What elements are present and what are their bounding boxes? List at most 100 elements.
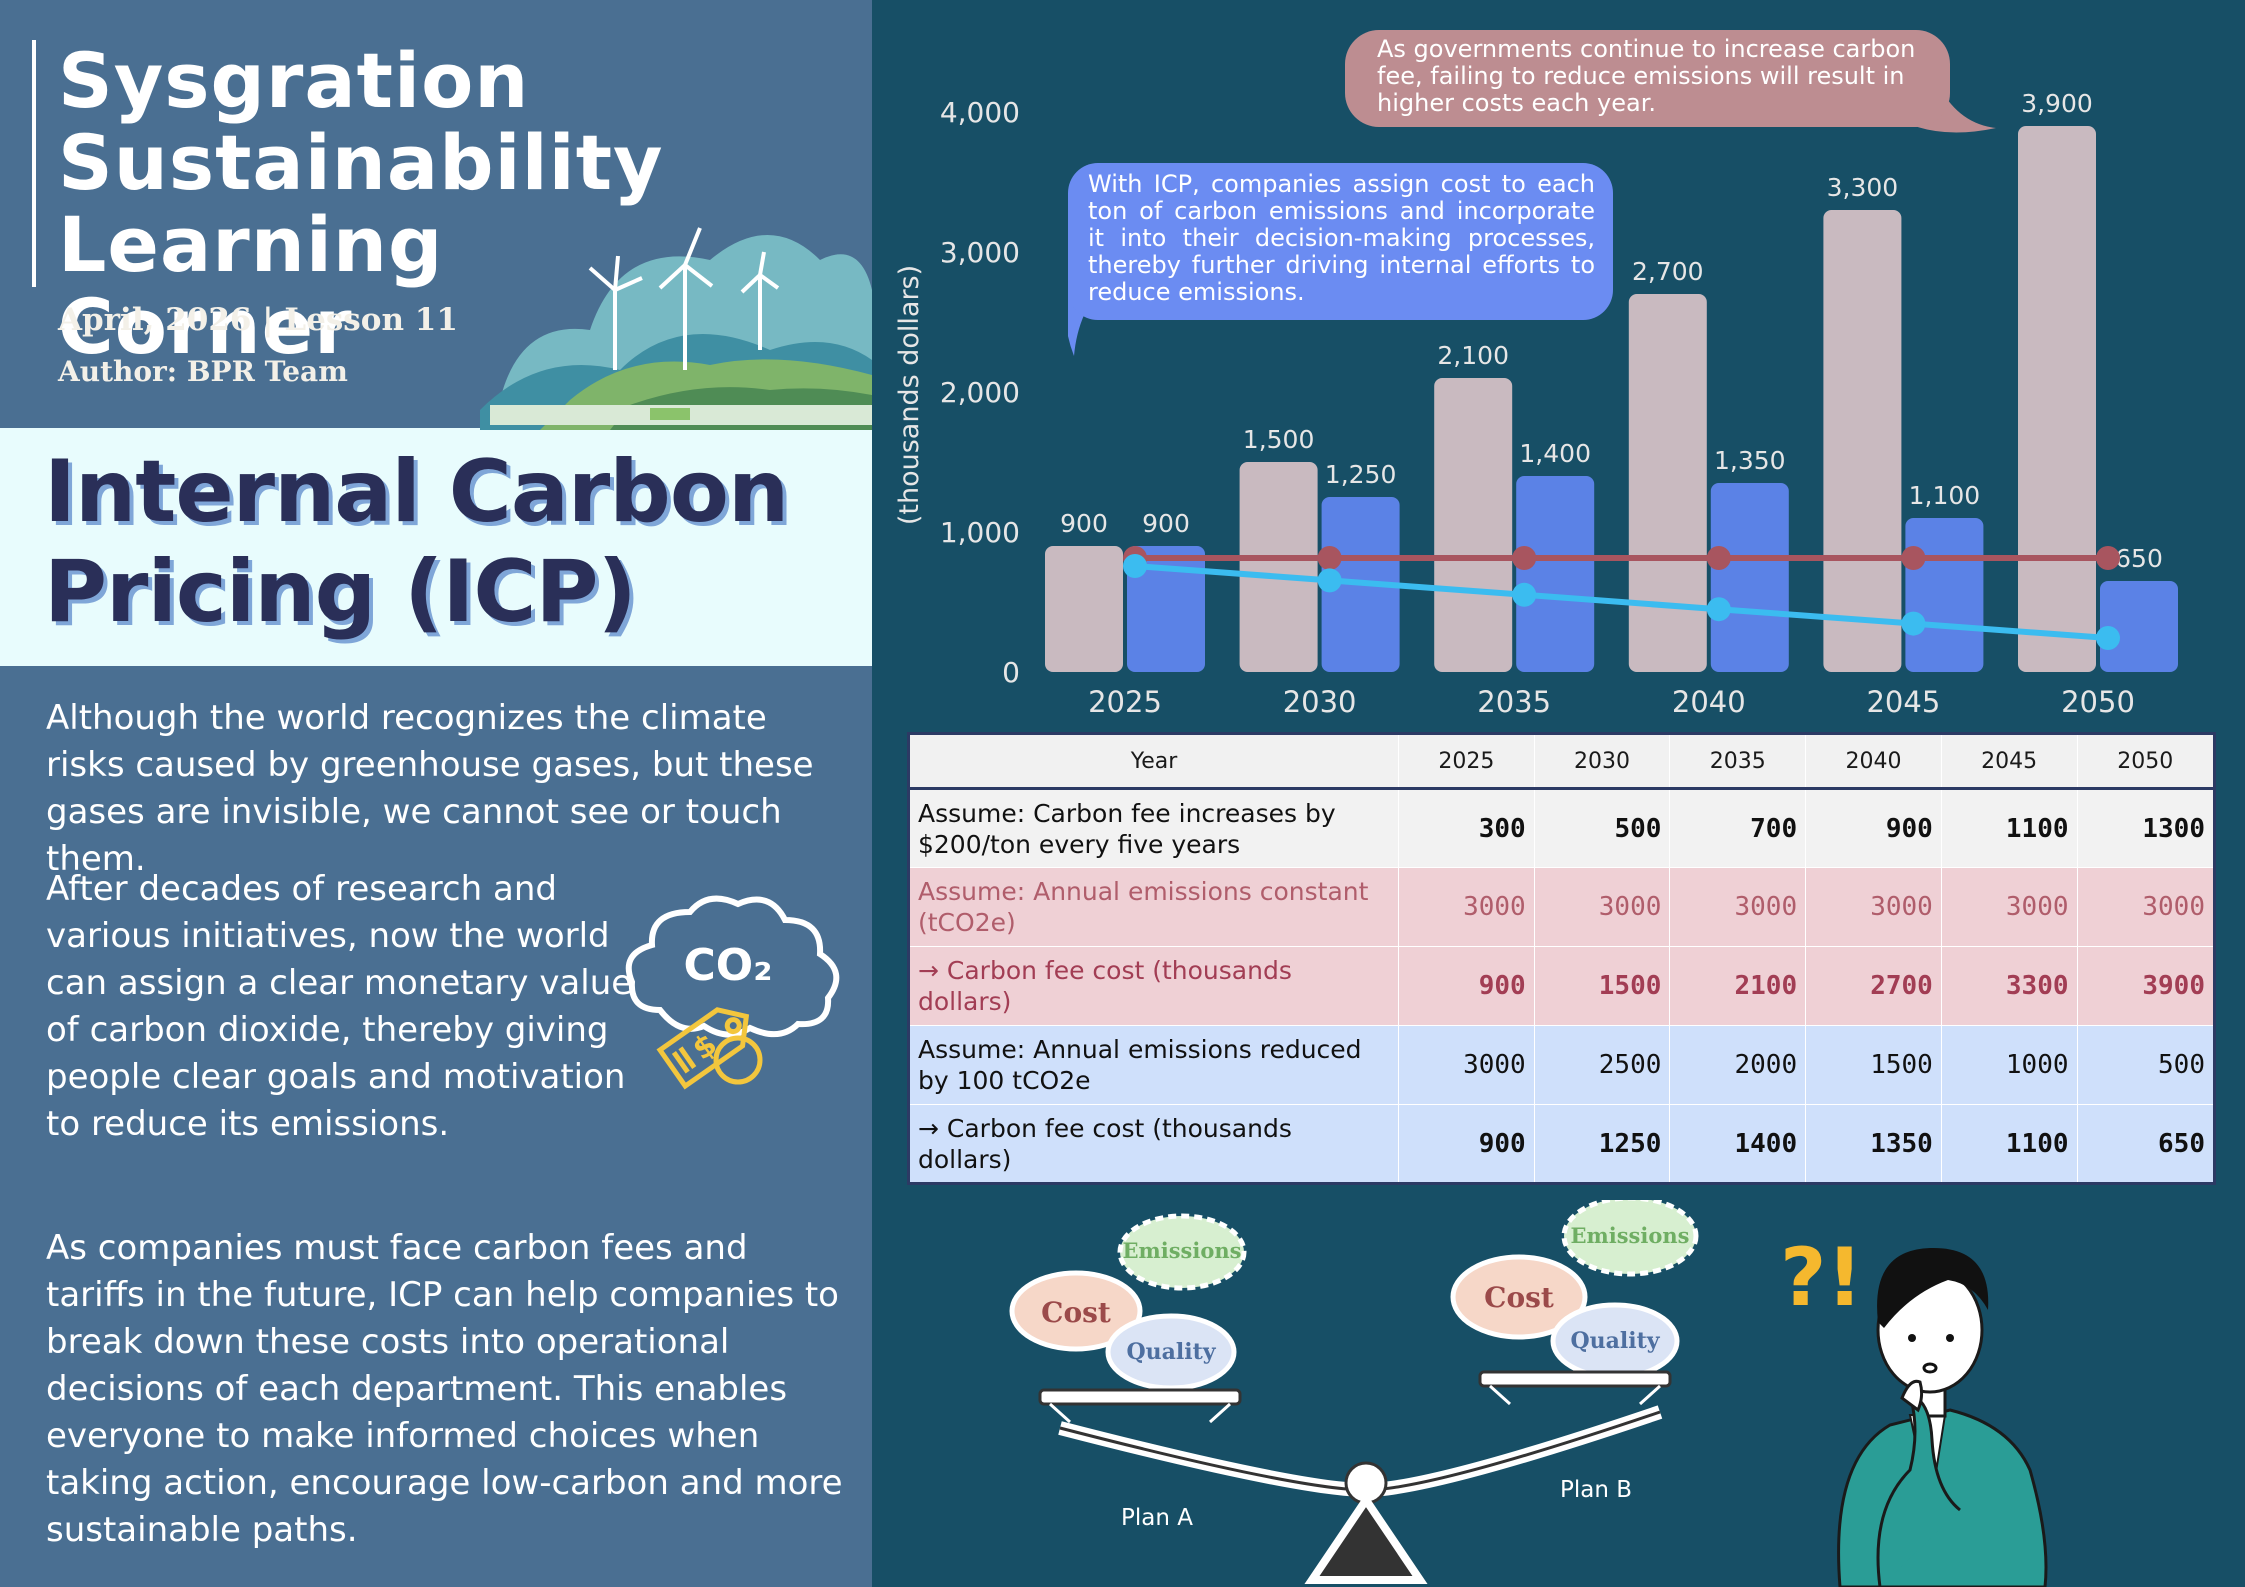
table-cell: 3900 bbox=[2076, 946, 2216, 1026]
table-cell: 2100 bbox=[1669, 946, 1807, 1026]
series-title: Sysgration Sustainability Learning Corne… bbox=[58, 36, 664, 371]
table-cell: 2500 bbox=[1533, 1025, 1671, 1105]
table-cell: 3000 bbox=[1940, 867, 2078, 947]
table-row: Assume: Annual emissions reduced by 100 … bbox=[908, 1025, 2216, 1105]
bar-reduced bbox=[1516, 476, 1595, 672]
line-point bbox=[1706, 546, 1731, 570]
table-header-row: Year 2025 2030 2035 2040 2045 2050 bbox=[908, 733, 2216, 790]
line-point bbox=[1901, 611, 1926, 636]
companies-paragraph: As companies must face carbon fees and t… bbox=[46, 1228, 843, 1550]
table-header-cell: 2050 bbox=[2076, 733, 2216, 790]
y-tick-label: 0 bbox=[1002, 656, 1020, 689]
table-row: Assume: Carbon fee increases by $200/ton… bbox=[908, 788, 2216, 868]
headline-band: Internal Carbon Pricing (ICP) bbox=[0, 428, 872, 666]
table-cell: 3000 bbox=[1669, 867, 1807, 947]
table-cell: 1500 bbox=[1533, 946, 1671, 1026]
bar-data-label: 3,300 bbox=[1827, 173, 1899, 202]
table-row-label: → Carbon fee cost (thousands dollars) bbox=[908, 1104, 1399, 1184]
table-cell: 650 bbox=[2076, 1104, 2216, 1184]
co2-price-tag-illustration: CO₂ $ bbox=[600, 890, 850, 1150]
plan-a-label: Plan A bbox=[1121, 1505, 1193, 1531]
line-point bbox=[1123, 554, 1147, 578]
x-tick-label: 2030 bbox=[1283, 685, 1357, 719]
bar-data-label: 1,100 bbox=[1909, 481, 1981, 510]
bar-constant bbox=[1823, 210, 1902, 672]
line-point bbox=[1901, 546, 1926, 570]
table-cell: 1300 bbox=[2076, 788, 2216, 868]
bar-data-label: 1,350 bbox=[1714, 446, 1786, 475]
line-point bbox=[1317, 546, 1342, 570]
y-tick-label: 3,000 bbox=[940, 236, 1020, 269]
lines bbox=[1123, 546, 2120, 650]
bar-constant bbox=[1045, 546, 1123, 672]
left-quality-label: Quality bbox=[1126, 1339, 1216, 1365]
bars: 900 1,500 2,100 2,700 3,300 3,900 900 1,250 1,40… bbox=[1045, 89, 2178, 672]
y-tick-label: 1,000 bbox=[940, 516, 1020, 549]
date-lesson-line: April, 2026 | Lesson 11 bbox=[58, 302, 458, 338]
plan-b-label: Plan B bbox=[1560, 1477, 1633, 1503]
author-line: Author: BPR Team bbox=[58, 355, 348, 388]
carbon-fee-chart: 0 1,000 2,000 3,000 4,000 900 1,500 2,100 2,700… bbox=[894, 89, 2178, 719]
table-cell: 1250 bbox=[1533, 1104, 1671, 1184]
table-cell: 1400 bbox=[1669, 1104, 1807, 1184]
table-header-cell: 2025 bbox=[1398, 733, 1535, 790]
table-row-label: Assume: Annual emissions reduced by 100 … bbox=[908, 1025, 1399, 1105]
bar-data-label: 1,250 bbox=[1325, 460, 1397, 489]
table-cell: 500 bbox=[1533, 788, 1671, 868]
x-tick-label: 2045 bbox=[1866, 685, 1940, 719]
table-header-cell: 2030 bbox=[1533, 733, 1671, 790]
table-cell: 900 bbox=[1398, 1104, 1535, 1184]
table-cell: 3000 bbox=[1398, 867, 1535, 947]
bar-reduced bbox=[2100, 581, 2178, 672]
bar-data-label: 900 bbox=[1060, 509, 1108, 538]
thinking-person-illustration: ?! bbox=[1780, 1231, 2048, 1587]
question-exclamation-marks: ?! bbox=[1780, 1231, 1863, 1324]
bar-data-label: 2,100 bbox=[1437, 341, 1509, 370]
table-cell: 3000 bbox=[1398, 1025, 1535, 1105]
table-cell: 300 bbox=[1398, 788, 1535, 868]
table-row: → Carbon fee cost (thousands dollars) 900… bbox=[908, 1104, 2216, 1184]
bar-constant bbox=[2018, 126, 2096, 672]
table-cell: 3000 bbox=[2076, 867, 2216, 947]
bar-data-label: 650 bbox=[2115, 544, 2163, 573]
y-tick-label: 4,000 bbox=[940, 96, 1020, 129]
wind-turbine-landscape-illustration bbox=[480, 227, 872, 430]
table-cell: 2000 bbox=[1669, 1025, 1807, 1105]
bar-data-label: 900 bbox=[1142, 509, 1190, 538]
table-cell: 2700 bbox=[1805, 946, 1942, 1026]
table-header-cell: Year bbox=[908, 733, 1399, 790]
right-emissions-label: Emissions bbox=[1570, 1223, 1690, 1248]
table-cell: 3000 bbox=[1805, 867, 1942, 947]
table-cell: 900 bbox=[1805, 788, 1942, 868]
line-point bbox=[2096, 626, 2120, 650]
line-point bbox=[1512, 546, 1537, 570]
bar-data-label: 1,400 bbox=[1519, 439, 1591, 468]
y-tick-label: 2,000 bbox=[940, 376, 1020, 409]
table-cell: 900 bbox=[1398, 946, 1535, 1026]
bar-data-label: 2,700 bbox=[1632, 257, 1704, 286]
fee-speech-bubble: As governments continue to increase carb… bbox=[1345, 30, 1950, 127]
table-row-label: Assume: Annual emissions constant (tCO2e… bbox=[908, 867, 1399, 947]
research-paragraph: After decades of research and various in… bbox=[46, 869, 633, 1144]
table-cell: 3000 bbox=[1533, 867, 1671, 947]
line-point bbox=[1706, 597, 1731, 622]
bar-constant bbox=[1239, 462, 1318, 672]
table-header-cell: 2045 bbox=[1940, 733, 2078, 790]
balance-scale-illustration bbox=[1009, 1200, 1699, 1584]
bar-constant bbox=[1628, 294, 1707, 672]
table-cell: 1350 bbox=[1805, 1104, 1942, 1184]
bar-reduced bbox=[1905, 518, 1984, 672]
y-axis: 0 1,000 2,000 3,000 4,000 bbox=[940, 96, 1020, 689]
right-cost-label: Cost bbox=[1484, 1281, 1554, 1314]
page-headline: Internal Carbon Pricing (ICP) bbox=[44, 442, 789, 642]
bar-reduced bbox=[1127, 546, 1205, 672]
table-cell: 1100 bbox=[1940, 1104, 2078, 1184]
line-point bbox=[2096, 546, 2120, 570]
carbon-fee-table: Year 2025 2030 2035 2040 2045 2050 Assum… bbox=[907, 732, 2216, 1185]
series-title-block: Sysgration Sustainability Learning Corne… bbox=[32, 40, 732, 368]
left-emissions-label: Emissions bbox=[1122, 1238, 1242, 1263]
table-cell: 1500 bbox=[1805, 1025, 1942, 1105]
line-point bbox=[1512, 582, 1537, 607]
bar-data-label: 1,500 bbox=[1243, 425, 1315, 454]
co2-label: CO₂ bbox=[684, 940, 773, 991]
